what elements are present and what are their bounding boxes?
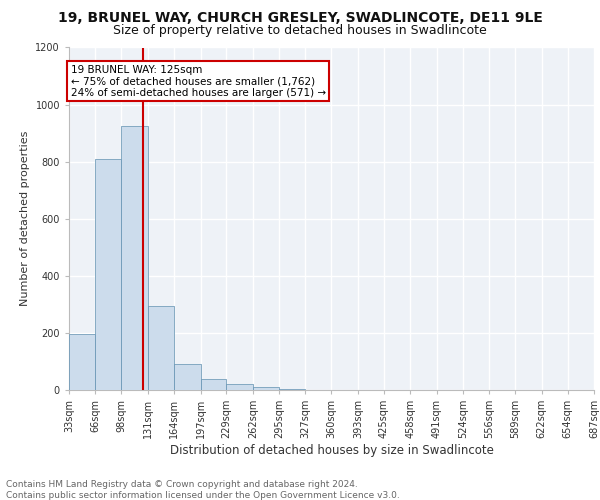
Bar — [121, 126, 148, 390]
Text: Contains HM Land Registry data © Crown copyright and database right 2024.
Contai: Contains HM Land Registry data © Crown c… — [6, 480, 400, 500]
Text: 19 BRUNEL WAY: 125sqm
← 75% of detached houses are smaller (1,762)
24% of semi-d: 19 BRUNEL WAY: 125sqm ← 75% of detached … — [71, 64, 326, 98]
Text: 19, BRUNEL WAY, CHURCH GRESLEY, SWADLINCOTE, DE11 9LE: 19, BRUNEL WAY, CHURCH GRESLEY, SWADLINC… — [58, 11, 542, 25]
Bar — [148, 306, 174, 390]
Bar — [253, 387, 280, 390]
Bar — [95, 159, 121, 390]
Bar — [200, 379, 226, 390]
X-axis label: Distribution of detached houses by size in Swadlincote: Distribution of detached houses by size … — [170, 444, 493, 457]
Bar — [280, 388, 305, 390]
Text: Size of property relative to detached houses in Swadlincote: Size of property relative to detached ho… — [113, 24, 487, 37]
Bar — [174, 364, 200, 390]
Bar — [69, 334, 95, 390]
Bar — [226, 384, 253, 390]
Y-axis label: Number of detached properties: Number of detached properties — [20, 131, 30, 306]
